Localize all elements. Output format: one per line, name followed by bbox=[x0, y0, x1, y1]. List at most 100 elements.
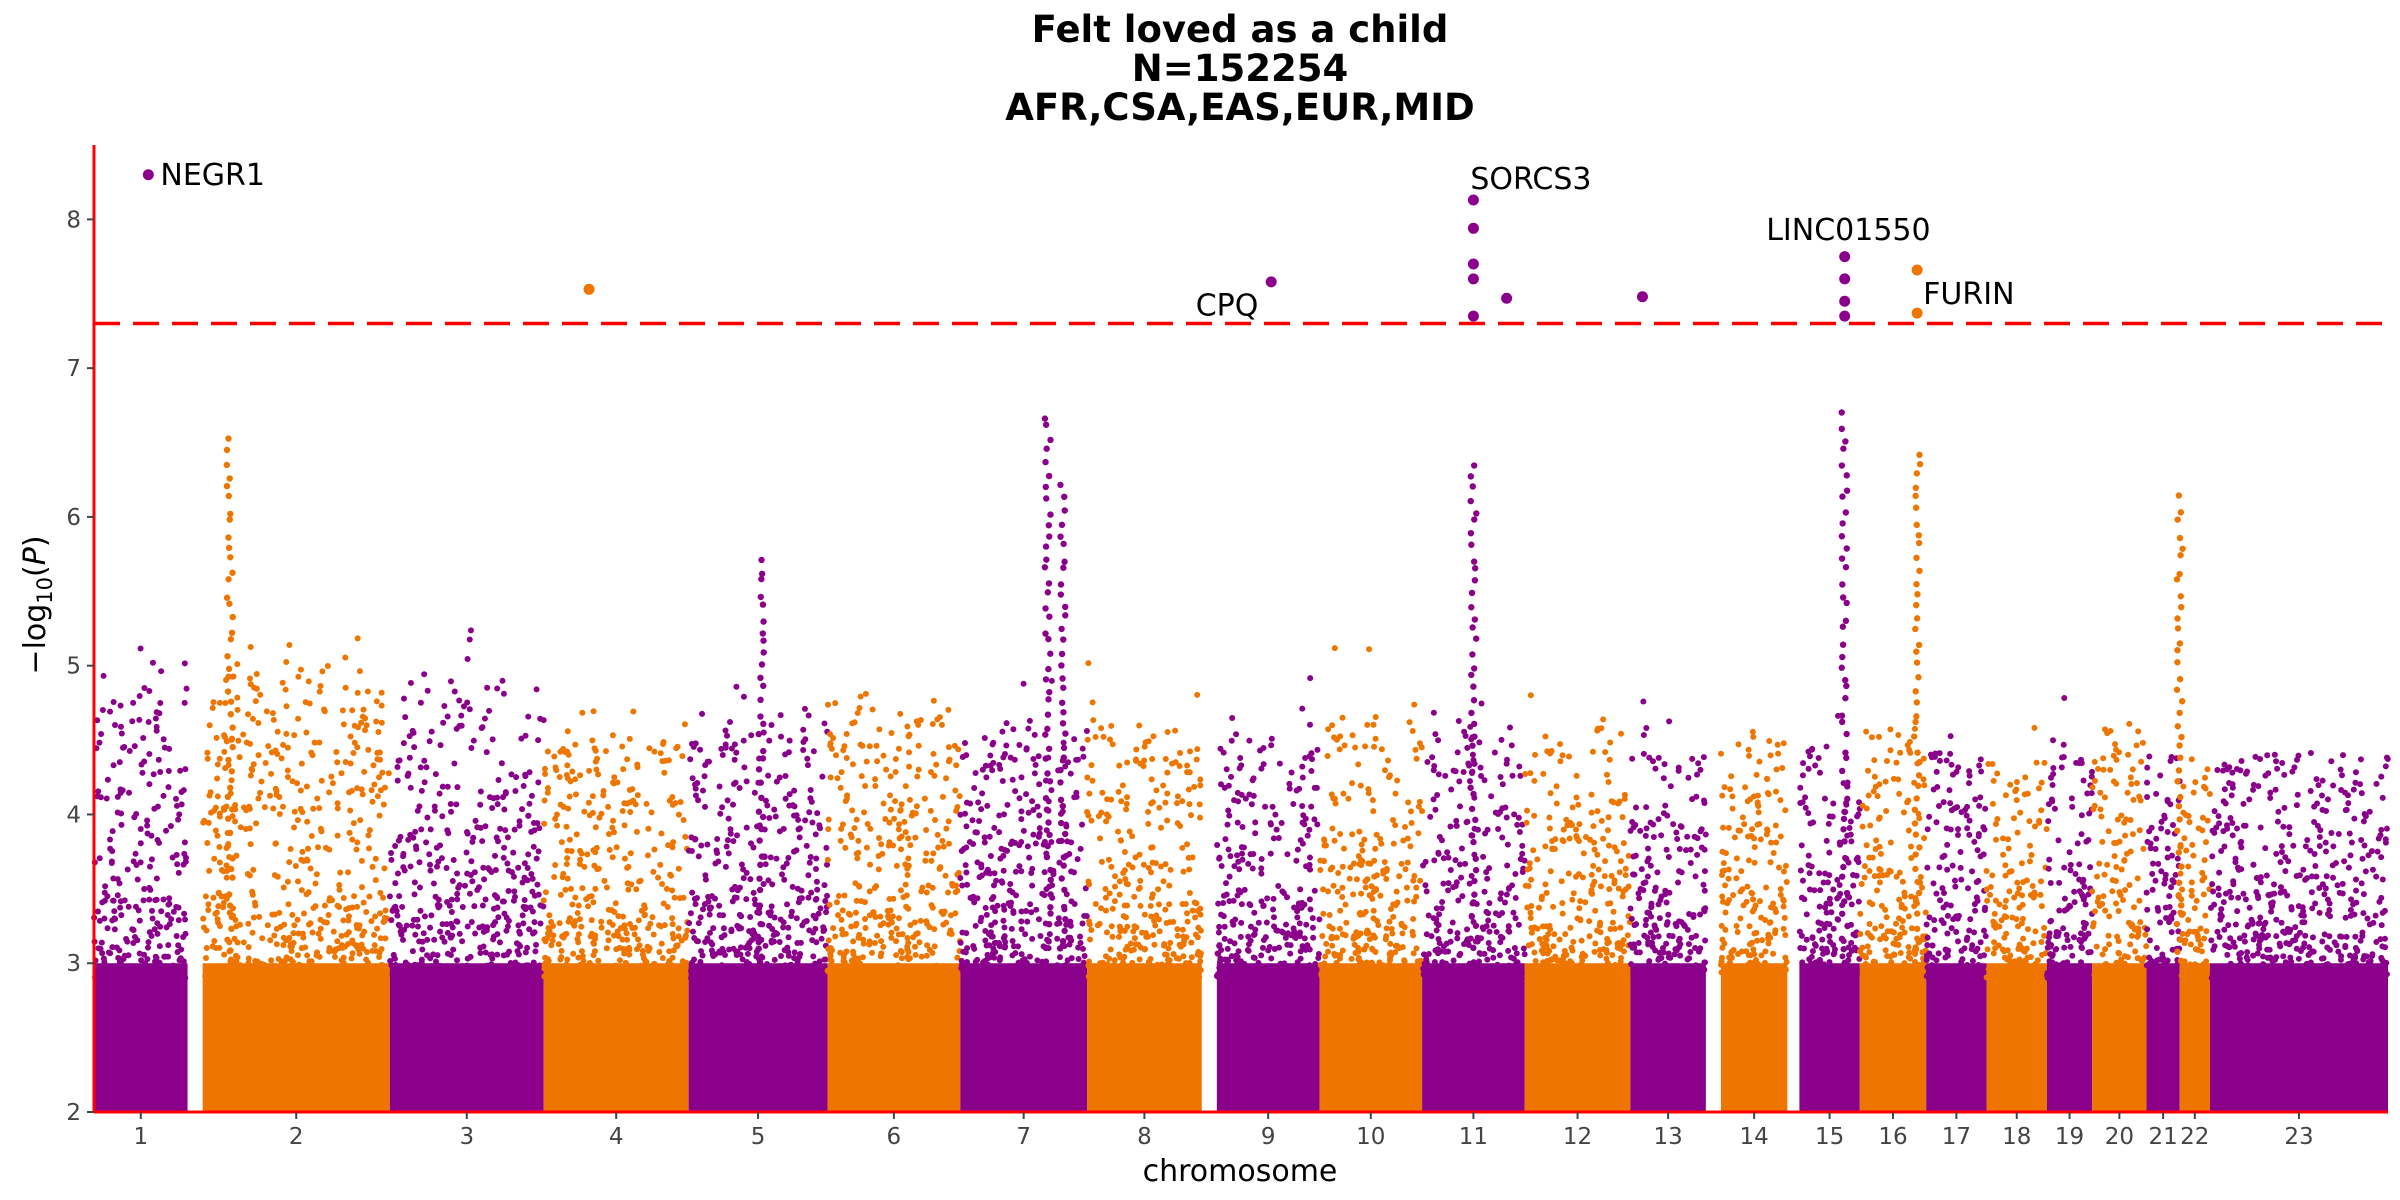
snp-point bbox=[1416, 798, 1423, 805]
snp-point bbox=[1745, 746, 1752, 753]
snp-point bbox=[149, 907, 156, 914]
snp-point bbox=[813, 855, 820, 862]
snp-point bbox=[555, 974, 562, 981]
snp-point bbox=[692, 836, 699, 843]
snp-point bbox=[838, 769, 845, 776]
snp-point bbox=[884, 973, 891, 980]
snp-point bbox=[1486, 865, 1493, 872]
snp-point bbox=[368, 918, 375, 925]
snp-point bbox=[1745, 857, 1752, 864]
snp-point bbox=[1164, 769, 1171, 776]
snp-point bbox=[1464, 926, 1471, 933]
chromosome-1-points bbox=[91, 645, 190, 1112]
snp-point bbox=[1197, 905, 1204, 912]
snp-point bbox=[269, 962, 276, 969]
snp-point bbox=[1018, 839, 1025, 846]
snp-point bbox=[934, 831, 941, 838]
snp-point bbox=[181, 910, 188, 917]
snp-point bbox=[1312, 961, 1319, 968]
snp-point bbox=[305, 889, 312, 896]
snp-point bbox=[1692, 873, 1699, 880]
snp-point bbox=[520, 920, 527, 927]
snp-point bbox=[1148, 913, 1155, 920]
snp-point bbox=[1526, 860, 1533, 867]
snp-point bbox=[1619, 814, 1626, 821]
snp-point bbox=[1510, 955, 1517, 962]
snp-point bbox=[325, 912, 332, 919]
snp-point bbox=[1528, 876, 1535, 883]
snp-point bbox=[1410, 950, 1417, 957]
snp-point bbox=[888, 730, 895, 737]
snp-point bbox=[256, 913, 263, 920]
snp-point bbox=[1744, 962, 1751, 969]
snp-point bbox=[958, 957, 965, 964]
snp-point bbox=[1562, 931, 1569, 938]
snp-point bbox=[214, 793, 221, 800]
snp-point bbox=[763, 963, 770, 970]
snp-point bbox=[1576, 821, 1583, 828]
snp-point bbox=[856, 705, 863, 712]
snp-point bbox=[1644, 934, 1651, 941]
snp-point bbox=[299, 848, 306, 855]
snp-point bbox=[1263, 919, 1270, 926]
snp-point bbox=[743, 778, 750, 785]
snp-point bbox=[701, 901, 708, 908]
snp-point bbox=[100, 672, 107, 679]
snp-point bbox=[982, 904, 989, 911]
snp-point bbox=[1081, 953, 1088, 960]
snp-point bbox=[1179, 798, 1186, 805]
snp-point bbox=[1644, 909, 1651, 916]
snp-point bbox=[1755, 809, 1762, 816]
snp-point bbox=[1258, 765, 1265, 772]
snp-point bbox=[1165, 975, 1172, 982]
snp-point bbox=[1001, 933, 1008, 940]
snp-point bbox=[887, 806, 894, 813]
snp-point bbox=[874, 932, 881, 939]
snp-point bbox=[499, 967, 506, 974]
snp-point bbox=[1414, 958, 1421, 965]
snp-point bbox=[1043, 827, 1050, 834]
snp-point bbox=[144, 817, 151, 824]
snp-point bbox=[1491, 749, 1498, 756]
snp-point bbox=[695, 853, 702, 860]
snp-point bbox=[1308, 767, 1315, 774]
snp-point bbox=[642, 969, 649, 976]
snp-point bbox=[240, 731, 247, 738]
snp-point bbox=[1359, 858, 1366, 865]
snp-point bbox=[854, 855, 861, 862]
snp-point bbox=[557, 801, 564, 808]
snp-point bbox=[573, 831, 580, 838]
snp-point bbox=[1621, 948, 1628, 955]
snp-point bbox=[421, 757, 428, 764]
snp-point bbox=[414, 916, 421, 923]
snp-point bbox=[1068, 839, 1075, 846]
snp-point bbox=[616, 957, 623, 964]
snp-point bbox=[1351, 860, 1358, 867]
snp-point bbox=[333, 748, 340, 755]
snp-point bbox=[1577, 916, 1584, 923]
snp-point bbox=[1776, 974, 1783, 981]
snp-point bbox=[502, 789, 509, 796]
snp-point bbox=[173, 932, 180, 939]
snp-point bbox=[1182, 960, 1189, 967]
snp-point bbox=[615, 913, 622, 920]
snp-point bbox=[1234, 819, 1241, 826]
snp-point bbox=[1559, 910, 1566, 917]
snp-point bbox=[1349, 831, 1356, 838]
snp-point bbox=[545, 930, 552, 937]
snp-point bbox=[1611, 925, 1618, 932]
snp-point bbox=[1274, 927, 1281, 934]
snp-point bbox=[904, 935, 911, 942]
snp-point bbox=[1262, 934, 1269, 941]
snp-point bbox=[1617, 858, 1624, 865]
snp-point bbox=[1324, 753, 1331, 760]
snp-point bbox=[1553, 783, 1560, 790]
snp-point bbox=[1512, 894, 1519, 901]
snp-point bbox=[1122, 876, 1129, 883]
snp-point bbox=[483, 749, 490, 756]
snp-point bbox=[595, 957, 602, 964]
snp-point bbox=[419, 938, 426, 945]
snp-point bbox=[849, 807, 856, 814]
snp-point bbox=[632, 924, 639, 931]
snp-point bbox=[134, 973, 141, 980]
